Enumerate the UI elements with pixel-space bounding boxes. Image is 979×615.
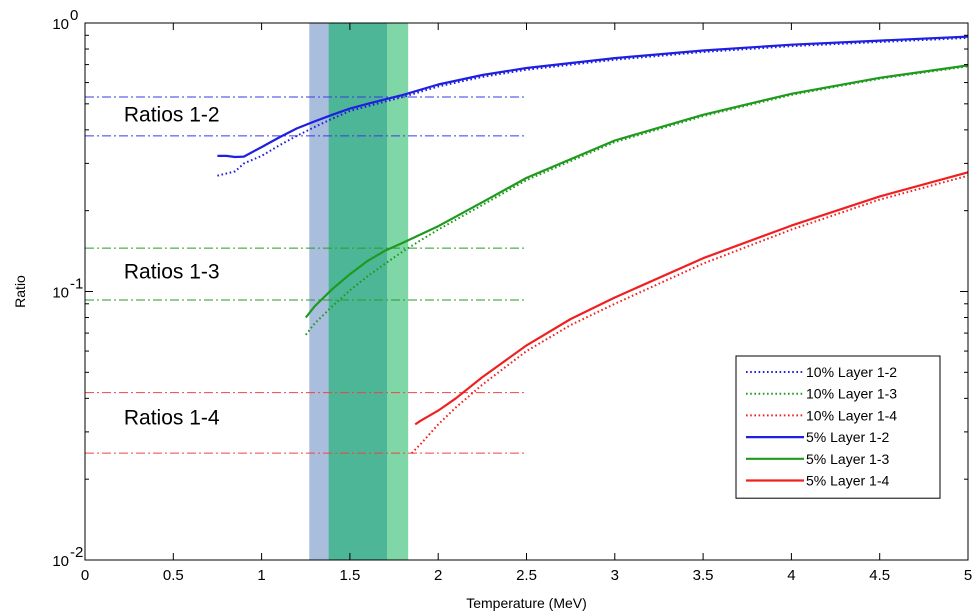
x-axis-label: Temperature (MeV) (466, 595, 587, 611)
x-tick-label-7: 3.5 (693, 567, 714, 584)
annotation-1: Ratios 1-3 (124, 260, 220, 283)
y-tick-label-1: 10 (52, 285, 69, 302)
legend-label-3: 5% Layer 1-2 (806, 429, 889, 445)
y-tick-exponent-0: -2 (70, 544, 83, 561)
y-tick-exponent-2: 0 (70, 7, 78, 24)
reference-lines (85, 96, 527, 454)
y-tick-exponent-1: -1 (70, 276, 83, 293)
x-tick-label-0: 0 (81, 567, 89, 584)
annotations: Ratios 1-2 Ratios 1-3 Ratios 1-4 (124, 103, 220, 429)
y-axis-label: Ratio (12, 275, 28, 308)
legend: 10% Layer 1-2 10% Layer 1-3 10% Layer 1-4 5… (735, 355, 941, 499)
legend-box (735, 355, 941, 499)
legend-label-4: 5% Layer 1-3 (806, 451, 889, 467)
annotation-2: Ratios 1-4 (124, 406, 220, 429)
legend-label-0: 10% Layer 1-2 (806, 364, 897, 380)
x-tick-label-5: 2.5 (516, 567, 537, 584)
series-line-4 (304, 64, 969, 319)
series-line-1 (305, 65, 969, 336)
y-tick-label-2: 10 (52, 16, 69, 33)
x-tick-label-6: 3 (611, 567, 619, 584)
legend-label-5: 5% Layer 1-4 (806, 473, 889, 489)
x-tick-label-3: 1.5 (339, 567, 360, 584)
x-tick-label-8: 4 (787, 567, 795, 584)
annotation-0: Ratios 1-2 (124, 103, 220, 126)
series-line-2 (410, 174, 969, 454)
x-tick-label-2: 1 (257, 567, 265, 584)
highlight-bands (309, 23, 409, 560)
series-line-3 (217, 35, 969, 159)
x-tick-label-9: 4.5 (869, 567, 890, 584)
series-group (217, 35, 969, 454)
legend-label-1: 10% Layer 1-3 (806, 386, 897, 402)
series-line-5 (414, 171, 969, 426)
x-tick-label-4: 2 (434, 567, 442, 584)
series-line-0 (217, 36, 969, 177)
y-tick-label-0: 10 (52, 553, 69, 570)
legend-label-2: 10% Layer 1-4 (806, 407, 897, 423)
x-tick-label-10: 5 (964, 567, 972, 584)
x-tick-label-1: 0.5 (163, 567, 184, 584)
